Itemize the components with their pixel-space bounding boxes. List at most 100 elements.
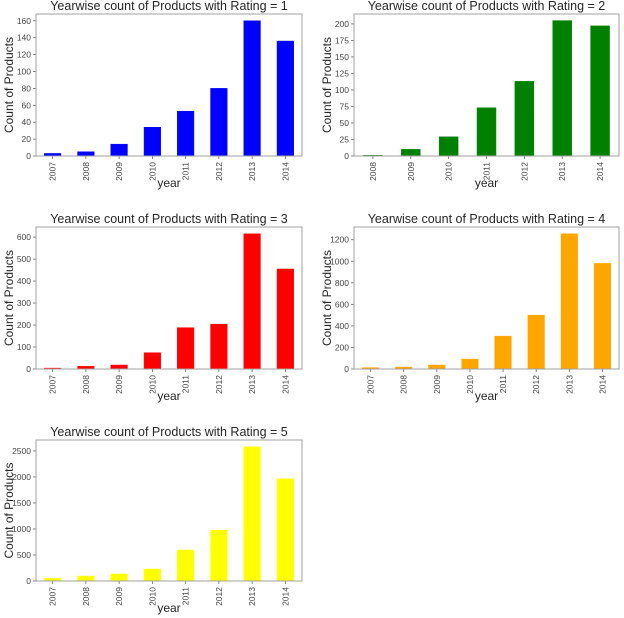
x-tick-label: 2013	[564, 375, 574, 394]
x-axis-label: year	[157, 389, 180, 403]
y-tick-label: 0	[344, 364, 349, 374]
bar-2009	[110, 143, 128, 157]
plot-frame	[35, 226, 303, 370]
y-tick-label: 100	[17, 66, 31, 76]
x-tick-label: 2007	[366, 375, 376, 394]
x-tick-label: 2009	[432, 375, 442, 394]
x-tick-label: 2010	[147, 162, 157, 181]
x-tick-label: 2014	[597, 375, 607, 394]
y-tick-label: 0	[26, 576, 31, 586]
x-tick-label: 2014	[595, 162, 605, 181]
x-tick-label: 2009	[406, 162, 416, 181]
subplot-rating-5: Yearwise count of Products with Rating =…	[2, 425, 303, 615]
bar-2008	[77, 151, 95, 157]
bar-2010	[143, 127, 161, 157]
chart-title: Yearwise count of Products with Rating =…	[50, 212, 288, 226]
bar-2010	[143, 568, 161, 582]
chart-title: Yearwise count of Products with Rating =…	[368, 0, 606, 13]
y-tick-label: 800	[335, 278, 349, 288]
subplot-rating-3: Yearwise count of Products with Rating =…	[2, 212, 303, 403]
x-tick-label: 2008	[399, 375, 409, 394]
chart-title: Yearwise count of Products with Rating =…	[50, 425, 288, 439]
x-tick-label: 2013	[557, 162, 567, 181]
y-tick-label: 25	[340, 134, 350, 144]
bar-2012	[527, 314, 545, 370]
y-tick-label: 1500	[12, 498, 31, 508]
bar-2011	[177, 549, 195, 582]
x-tick-label: 2007	[48, 375, 58, 394]
y-tick-label: 125	[335, 68, 349, 78]
x-axis-label: year	[157, 176, 180, 190]
y-tick-label: 300	[17, 298, 31, 308]
y-tick-label: 1000	[12, 524, 31, 534]
x-tick-label: 2010	[147, 375, 157, 394]
subplot-rating-1: Yearwise count of Products with Rating =…	[2, 0, 303, 190]
x-tick-label: 2008	[81, 587, 91, 606]
y-tick-label: 80	[22, 83, 32, 93]
y-tick-label: 1200	[330, 235, 349, 245]
y-tick-label: 60	[22, 100, 32, 110]
x-tick-label: 2013	[247, 162, 257, 181]
y-tick-label: 2500	[12, 446, 31, 456]
plot-frame	[353, 13, 620, 157]
y-tick-label: 20	[22, 134, 32, 144]
y-tick-label: 160	[17, 16, 31, 26]
x-tick-label: 2011	[482, 162, 492, 181]
y-axis-label: Count of Products	[320, 250, 334, 346]
y-tick-label: 50	[340, 118, 350, 128]
x-tick-label: 2009	[114, 162, 124, 181]
bar-2013	[560, 233, 578, 370]
bar-2013	[243, 233, 261, 370]
bar-2013	[552, 20, 572, 157]
y-tick-label: 140	[17, 33, 31, 43]
y-tick-label: 1000	[330, 256, 349, 266]
bar-2009	[110, 364, 128, 370]
y-tick-label: 400	[335, 321, 349, 331]
y-tick-label: 200	[335, 342, 349, 352]
y-tick-label: 0	[26, 151, 31, 161]
x-axis-label: year	[475, 176, 498, 190]
x-tick-label: 2010	[444, 162, 454, 181]
y-tick-label: 120	[17, 50, 31, 60]
bar-2009	[428, 364, 446, 370]
bar-2012	[210, 88, 228, 157]
y-tick-label: 200	[335, 19, 349, 29]
bar-2014	[276, 478, 294, 582]
bar-2014	[590, 25, 610, 157]
bar-2013	[243, 446, 261, 582]
y-axis-label: Count of Products	[2, 462, 16, 558]
x-tick-label: 2010	[147, 587, 157, 606]
chart-title: Yearwise count of Products with Rating =…	[50, 0, 288, 13]
y-tick-label: 2000	[12, 472, 31, 482]
x-tick-label: 2011	[498, 375, 508, 394]
bar-2012	[210, 530, 228, 582]
x-tick-label: 2008	[368, 162, 378, 181]
y-tick-label: 40	[22, 117, 32, 127]
x-tick-label: 2008	[81, 162, 91, 181]
bar-2014	[593, 263, 611, 370]
bar-2008	[77, 575, 95, 582]
x-tick-label: 2012	[214, 375, 224, 394]
x-tick-label: 2012	[214, 162, 224, 181]
x-tick-label: 2012	[531, 375, 541, 394]
chart-title: Yearwise count of Products with Rating =…	[368, 212, 606, 226]
x-tick-label: 2010	[465, 375, 475, 394]
x-tick-label: 2014	[280, 375, 290, 394]
bar-2011	[476, 107, 497, 157]
y-tick-label: 150	[335, 52, 349, 62]
y-tick-label: 500	[17, 550, 31, 560]
bar-2014	[276, 268, 294, 370]
y-tick-label: 0	[26, 364, 31, 374]
y-tick-label: 100	[335, 85, 349, 95]
x-tick-label: 2009	[114, 375, 124, 394]
bar-2013	[243, 20, 261, 157]
plot-frame	[353, 226, 620, 370]
bar-2011	[494, 335, 512, 370]
y-tick-label: 400	[17, 276, 31, 286]
bar-2014	[276, 40, 294, 157]
bar-2011	[177, 327, 195, 370]
y-tick-label: 600	[335, 299, 349, 309]
plot-frame	[35, 439, 303, 582]
bar-2012	[210, 323, 228, 370]
